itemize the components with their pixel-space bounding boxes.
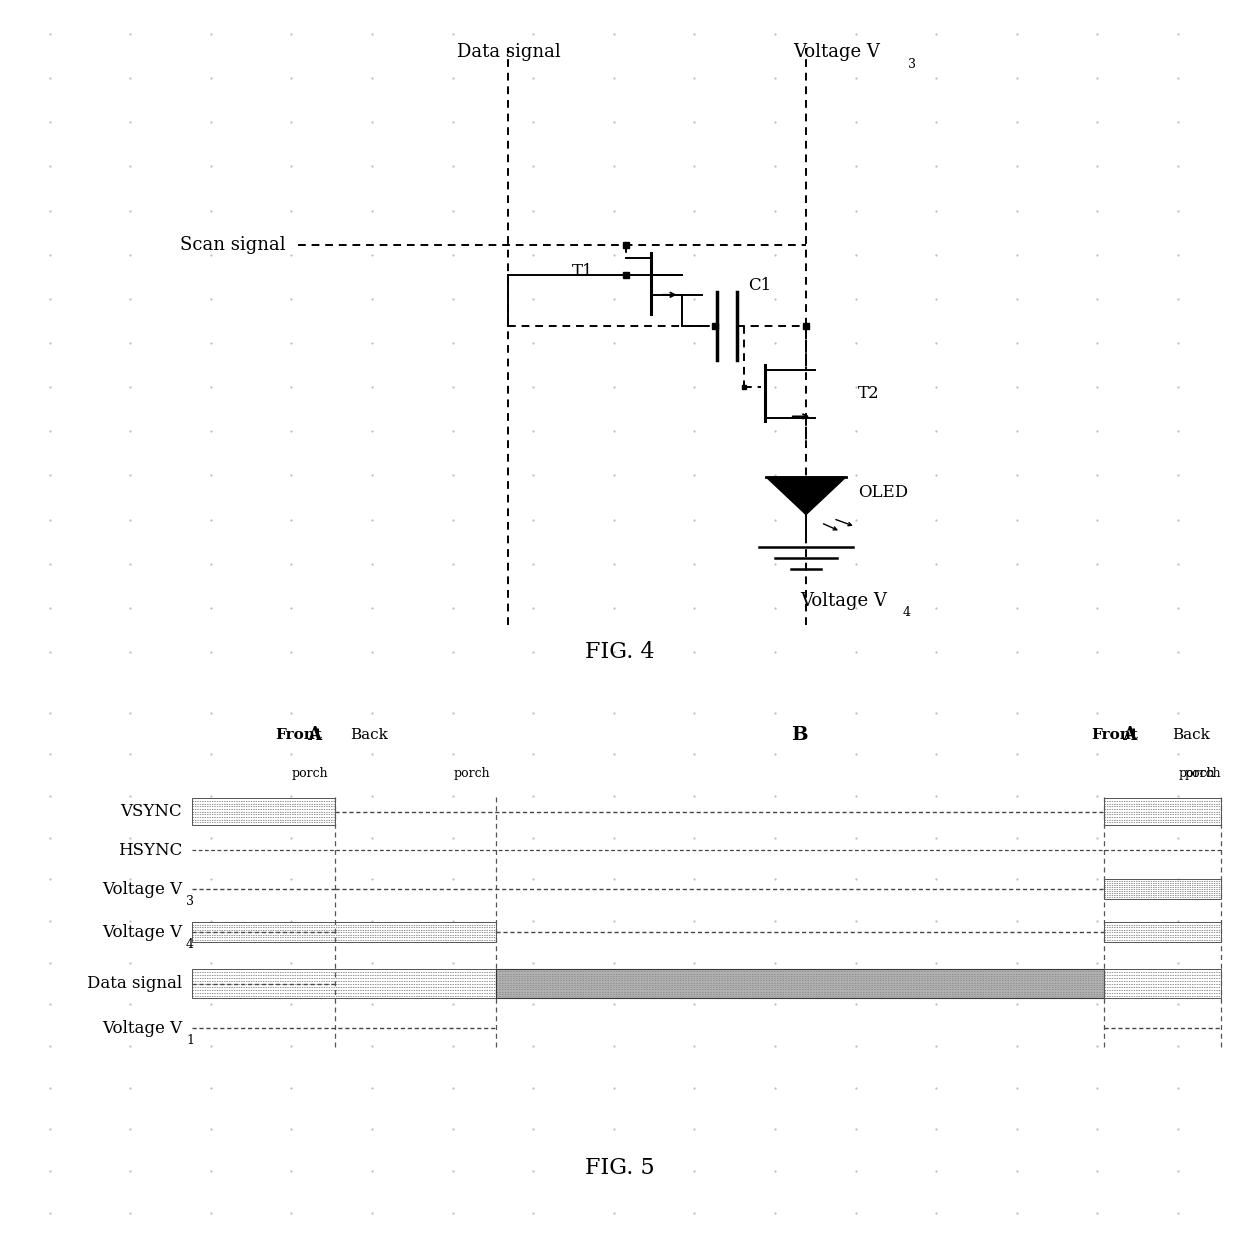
Bar <box>192 923 496 942</box>
Text: OLED: OLED <box>858 484 908 501</box>
Text: 4: 4 <box>903 606 910 619</box>
Bar <box>1104 969 1221 998</box>
Bar <box>1104 879 1221 899</box>
Bar <box>1104 798 1221 825</box>
Text: Voltage V: Voltage V <box>794 43 880 61</box>
Text: T2: T2 <box>858 385 879 403</box>
Text: Back: Back <box>1173 727 1210 742</box>
Text: Front: Front <box>275 727 322 742</box>
Text: Back: Back <box>351 727 388 742</box>
Bar <box>192 969 496 998</box>
Text: Data signal: Data signal <box>456 43 560 61</box>
Polygon shape <box>766 477 846 515</box>
Text: Voltage V: Voltage V <box>102 1020 182 1036</box>
Text: 4: 4 <box>186 937 193 951</box>
Text: porch: porch <box>453 767 490 781</box>
Text: Data signal: Data signal <box>87 976 182 992</box>
Text: C1: C1 <box>749 277 771 294</box>
Text: HSYNC: HSYNC <box>118 842 182 858</box>
Text: Front: Front <box>1091 727 1138 742</box>
Text: 3: 3 <box>908 58 915 72</box>
Text: porch: porch <box>1178 767 1215 781</box>
Text: Voltage V: Voltage V <box>102 881 182 898</box>
Bar <box>1104 923 1221 942</box>
Text: 3: 3 <box>186 895 193 908</box>
Text: FIG. 4: FIG. 4 <box>585 641 655 663</box>
Text: FIG. 5: FIG. 5 <box>585 1157 655 1179</box>
Text: porch: porch <box>291 767 329 781</box>
Text: Voltage V: Voltage V <box>800 592 887 610</box>
Bar <box>496 969 1104 998</box>
Text: Scan signal: Scan signal <box>180 236 285 253</box>
Text: VSYNC: VSYNC <box>120 803 182 820</box>
Text: A: A <box>1092 726 1138 743</box>
Text: B: B <box>791 726 808 743</box>
Text: Voltage V: Voltage V <box>102 924 182 941</box>
Bar <box>192 798 335 825</box>
Text: T1: T1 <box>572 263 594 280</box>
Text: 1: 1 <box>186 1034 193 1047</box>
Text: porch: porch <box>1184 767 1221 781</box>
Text: A: A <box>277 726 322 743</box>
